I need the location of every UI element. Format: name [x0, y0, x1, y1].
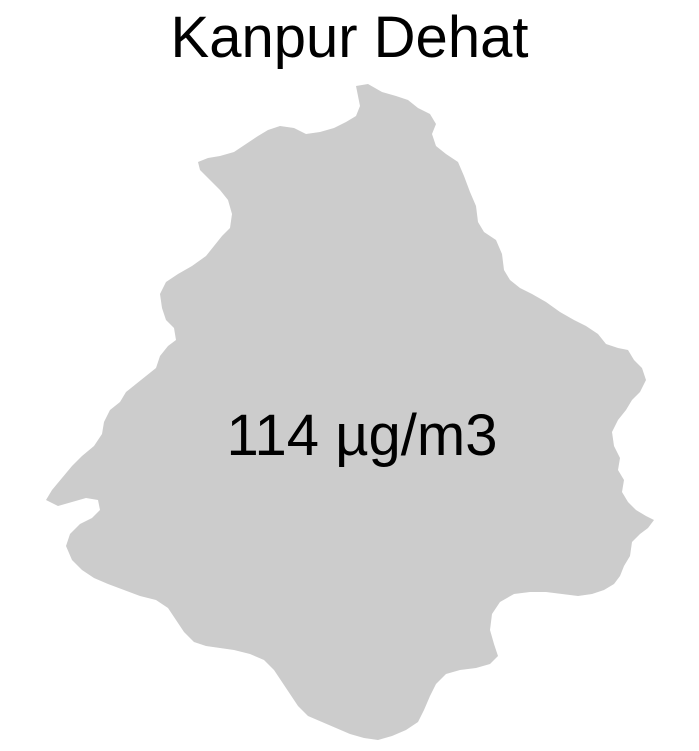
district-boundary-shape: [46, 84, 654, 740]
pollution-value-label: 114 µg/m3: [226, 403, 498, 468]
map-title: Kanpur Dehat: [170, 5, 529, 70]
